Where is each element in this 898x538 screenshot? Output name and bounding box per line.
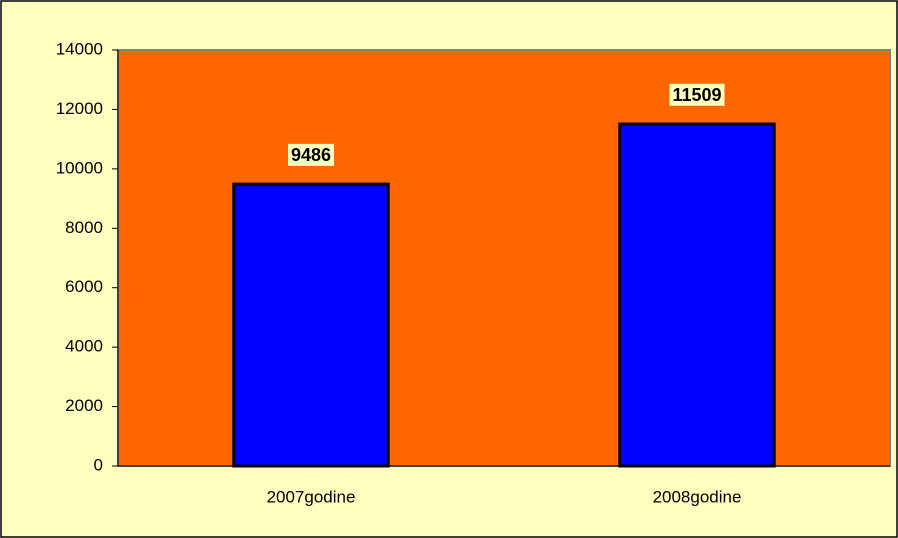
x-tick-label: 2007godine bbox=[267, 487, 356, 506]
y-tick-label: 4000 bbox=[65, 337, 103, 356]
y-tick-label: 8000 bbox=[65, 218, 103, 237]
y-tick-label: 10000 bbox=[56, 158, 103, 177]
y-tick-label: 14000 bbox=[56, 39, 103, 58]
data-label: 9486 bbox=[291, 145, 331, 165]
y-tick-label: 6000 bbox=[65, 277, 103, 296]
x-tick-label-background bbox=[649, 486, 745, 508]
data-label-background bbox=[669, 83, 725, 106]
x-tick-label: 2008godine bbox=[653, 487, 742, 506]
data-label-background bbox=[287, 143, 335, 166]
y-tick-label: 2000 bbox=[65, 396, 103, 415]
x-tick-label-background bbox=[263, 486, 359, 508]
bar bbox=[232, 182, 390, 468]
data-label: 11509 bbox=[672, 85, 721, 105]
y-tick-label: 0 bbox=[94, 455, 103, 474]
y-tick-label: 12000 bbox=[56, 99, 103, 118]
bar bbox=[618, 122, 776, 468]
